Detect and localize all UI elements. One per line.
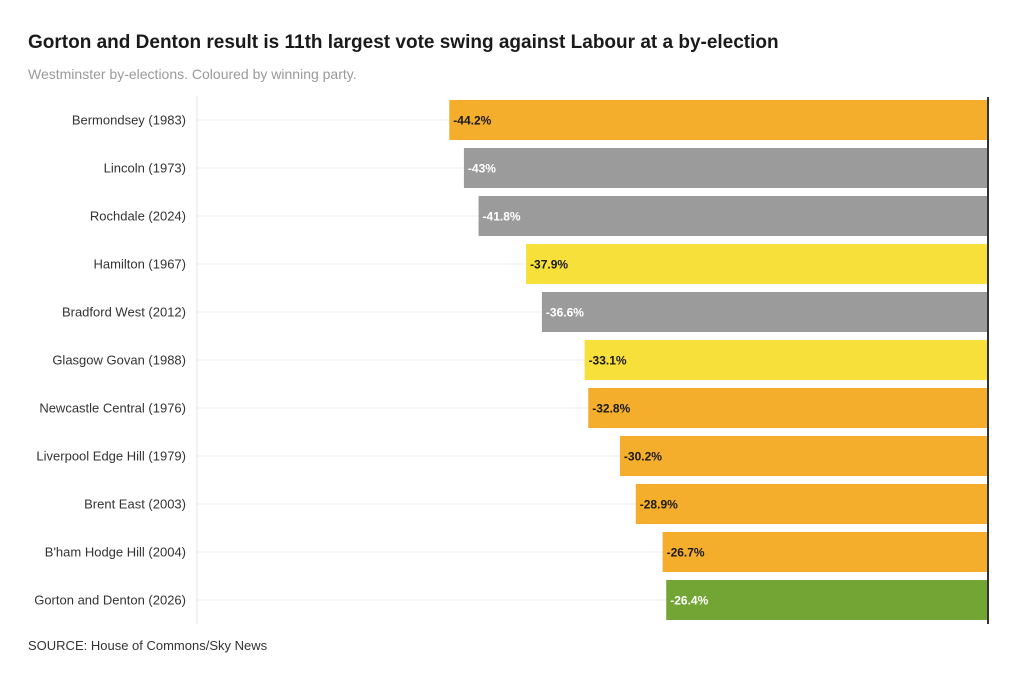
bar [619,436,988,476]
category-label: Liverpool Edge Hill (1979) [36,449,186,464]
value-label: -32.8% [592,402,630,416]
value-label: -26.4% [670,594,708,608]
bar [541,292,988,332]
bar [635,484,988,524]
bar [463,148,988,188]
category-label: Rochdale (2024) [90,209,186,224]
category-label: Newcastle Central (1976) [39,401,186,416]
bar [526,244,988,284]
bar [584,340,988,380]
value-label: -43% [468,162,496,176]
value-label: -37.9% [530,258,568,272]
source-note: SOURCE: House of Commons/Sky News [28,638,268,653]
value-label: -28.9% [640,498,678,512]
value-label: -44.2% [453,114,491,128]
value-label: -26.7% [667,546,705,560]
chart-subtitle: Westminster by-elections. Coloured by wi… [28,66,357,82]
bar [666,580,988,620]
category-label: B'ham Hodge Hill (2004) [45,545,186,560]
bar [449,100,988,140]
value-label: -36.6% [546,306,584,320]
value-label: -41.8% [483,210,521,224]
bar [588,388,988,428]
category-label: Bermondsey (1983) [72,113,186,128]
bar [662,532,988,572]
category-label: Brent East (2003) [84,497,186,512]
category-label: Gorton and Denton (2026) [34,593,186,608]
chart-title: Gorton and Denton result is 11th largest… [28,32,779,53]
bar [478,196,988,236]
value-label: -30.2% [624,450,662,464]
category-label: Glasgow Govan (1988) [52,353,186,368]
category-label: Bradford West (2012) [62,305,186,320]
category-label: Hamilton (1967) [94,257,187,272]
category-label: Lincoln (1973) [104,161,186,176]
value-label: -33.1% [589,354,627,368]
